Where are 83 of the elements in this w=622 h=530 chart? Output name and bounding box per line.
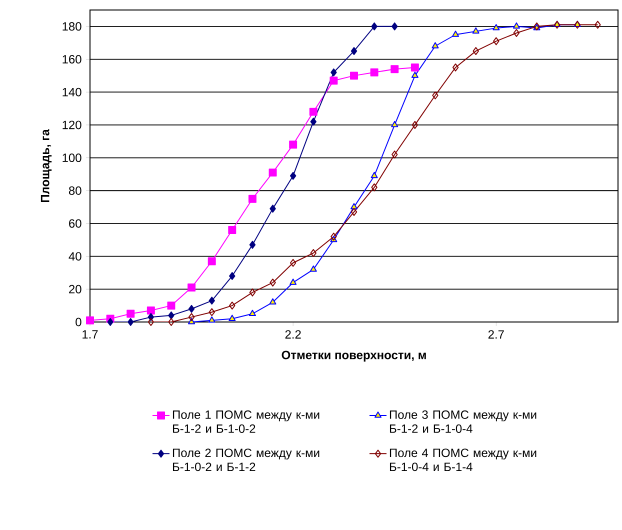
y-tick-label: 180 bbox=[62, 22, 82, 31]
point bbox=[309, 108, 318, 116]
point bbox=[248, 194, 256, 203]
point bbox=[472, 47, 479, 56]
point bbox=[86, 316, 94, 324]
point bbox=[268, 168, 277, 177]
legend-label: Поле 2 ПОМС между к-ми Б-1-0-2 и Б-1-2 bbox=[172, 448, 320, 472]
point bbox=[452, 30, 460, 37]
point bbox=[249, 288, 256, 296]
point bbox=[310, 249, 317, 258]
point bbox=[493, 37, 500, 46]
y-tick-label: 0 bbox=[76, 318, 82, 326]
point bbox=[513, 29, 520, 37]
point bbox=[350, 47, 358, 56]
point bbox=[228, 226, 236, 234]
point bbox=[128, 318, 134, 326]
y-tick-label: 120 bbox=[62, 120, 82, 130]
point bbox=[289, 140, 298, 149]
point bbox=[370, 68, 378, 76]
point bbox=[330, 76, 338, 85]
point bbox=[269, 298, 276, 305]
point bbox=[290, 278, 297, 285]
point bbox=[290, 258, 296, 267]
x-tick-label: 1.7 bbox=[82, 330, 98, 338]
point bbox=[432, 91, 438, 100]
point bbox=[270, 204, 276, 213]
point bbox=[208, 296, 215, 305]
point bbox=[188, 313, 195, 322]
point bbox=[270, 278, 276, 287]
point bbox=[492, 24, 500, 30]
point bbox=[410, 63, 419, 72]
point bbox=[391, 120, 398, 128]
y-tick-label: 40 bbox=[68, 252, 82, 261]
point bbox=[411, 72, 418, 78]
point bbox=[310, 118, 317, 126]
point bbox=[168, 318, 174, 326]
point bbox=[188, 304, 195, 313]
legend-label: Поле 1 ПОМС между к-ми Б-1-2 и Б-1-0-2 bbox=[172, 410, 320, 433]
point bbox=[126, 310, 135, 318]
point bbox=[146, 306, 155, 314]
x-tick-label: 2.2 bbox=[285, 330, 301, 339]
y-tick-label: 20 bbox=[69, 284, 82, 294]
y-tick-label: 80 bbox=[68, 186, 82, 195]
point bbox=[229, 272, 236, 280]
point bbox=[371, 22, 378, 30]
y-tick-label: 140 bbox=[62, 88, 82, 96]
point bbox=[228, 314, 236, 321]
point bbox=[107, 318, 114, 326]
point bbox=[350, 72, 358, 80]
point bbox=[249, 240, 256, 249]
point bbox=[188, 284, 196, 292]
legend-label: Поле 3 ПОМС между к-ми Б-1-2 и Б-1-0-4 bbox=[390, 410, 536, 433]
y-tick-label: 60 bbox=[69, 219, 82, 228]
y-tick-label: 160 bbox=[62, 55, 82, 64]
point bbox=[371, 183, 378, 192]
point bbox=[512, 22, 520, 29]
point bbox=[208, 308, 215, 316]
point bbox=[350, 208, 358, 216]
x-tick-label: 2.7 bbox=[488, 330, 504, 339]
legend-label: Поле 4 ПОМС между к-ми Б-1-0-4 и Б-1-4 bbox=[390, 448, 536, 472]
y-axis-title: Площадь, га bbox=[40, 129, 52, 202]
point bbox=[310, 265, 317, 272]
point bbox=[390, 65, 399, 74]
point bbox=[148, 318, 154, 326]
point bbox=[452, 63, 459, 72]
point bbox=[472, 27, 480, 34]
point bbox=[412, 120, 418, 129]
point bbox=[392, 22, 398, 30]
point bbox=[392, 150, 398, 158]
point bbox=[229, 302, 236, 310]
point bbox=[248, 310, 256, 316]
point bbox=[370, 172, 378, 178]
point bbox=[208, 257, 216, 266]
point bbox=[330, 68, 337, 76]
x-axis-title: Отметки поверхности, м bbox=[282, 350, 426, 362]
point bbox=[290, 172, 296, 180]
point bbox=[208, 316, 216, 323]
point bbox=[594, 20, 601, 29]
y-tick-label: 100 bbox=[62, 154, 82, 162]
point bbox=[167, 302, 176, 310]
point bbox=[330, 232, 337, 241]
point bbox=[432, 42, 439, 48]
point bbox=[168, 311, 174, 320]
